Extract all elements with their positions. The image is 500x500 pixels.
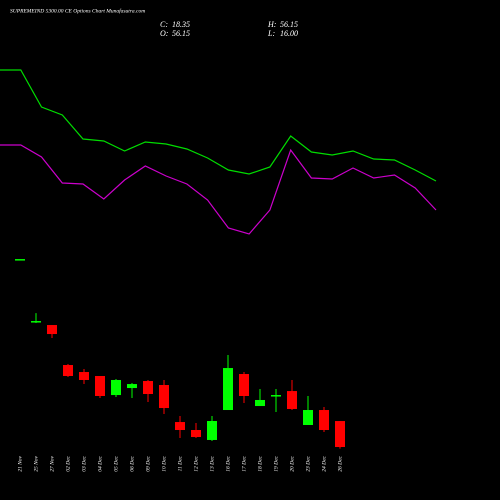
x-tick-label: 24 Dec [320, 455, 327, 471]
candle-body [191, 430, 201, 438]
candle-body [31, 321, 41, 323]
candle-body [207, 421, 217, 440]
candle-body [303, 410, 313, 425]
candle-body [239, 374, 249, 396]
candle-body [127, 384, 137, 389]
x-tick-label: 17 Dec [241, 455, 247, 471]
x-tick-label: 04 Dec [96, 455, 103, 471]
candle-body [335, 421, 345, 448]
x-tick-label: 13 Dec [209, 455, 215, 471]
candle-body [143, 381, 153, 395]
ohlc-label: C: [160, 20, 168, 29]
x-tick-label: 09 Dec [145, 455, 151, 471]
candle-body [255, 399, 265, 407]
x-tick-label: 11 Dec [177, 455, 183, 471]
candle-body [175, 422, 185, 431]
candle-body [319, 410, 329, 431]
candle-body [79, 372, 89, 380]
ohlc-value: 18.35 [172, 20, 190, 29]
x-tick-label: 25 Nov [33, 455, 39, 471]
x-tick-label: 16 Dec [225, 455, 231, 471]
x-tick-label: 05 Dec [113, 455, 119, 471]
candle-body [287, 391, 297, 409]
x-tick-label: 19 Dec [273, 455, 279, 471]
ohlc-label: H: [267, 20, 277, 29]
x-tick-label: 23 Dec [305, 455, 311, 471]
x-tick-label: 03 Dec [81, 455, 87, 471]
candle-body [47, 325, 57, 335]
x-tick-label: 27 Nov [49, 455, 55, 471]
ohlc-value: 56.15 [172, 29, 190, 38]
x-tick-label: 20 Dec [289, 455, 295, 471]
x-tick-label: 21 Nov [17, 455, 23, 471]
x-tick-label: 12 Dec [193, 455, 199, 471]
ohlc-label: L: [267, 29, 275, 38]
candle-body [15, 259, 25, 261]
ohlc-value: 56.15 [280, 20, 298, 29]
x-tick-label: 02 Dec [65, 455, 71, 471]
ma-line [0, 144, 437, 235]
x-tick-label: 18 Dec [257, 455, 263, 471]
ohlc-value: 16.00 [280, 29, 298, 38]
candle-body [95, 376, 105, 396]
candle-body [159, 385, 169, 409]
ma-line [0, 69, 437, 182]
candle-body [111, 379, 121, 396]
candle-body [63, 365, 73, 377]
candle-body [223, 368, 233, 411]
chart-title: SUPREMEIND 5300.00 CE Options Chart Muna… [10, 7, 145, 14]
x-tick-label: 10 Dec [161, 455, 167, 471]
x-tick-label: 06 Dec [129, 455, 135, 471]
ohlc-label: O: [160, 29, 169, 38]
candle-body [271, 395, 281, 397]
x-tick-label: 26 Dec [337, 455, 343, 471]
